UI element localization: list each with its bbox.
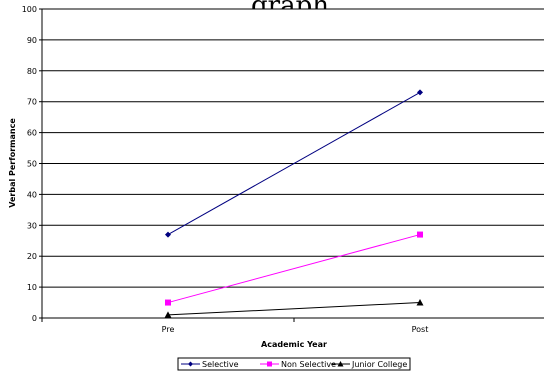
y-tick-label: 100 <box>22 5 37 14</box>
data-point <box>165 231 171 238</box>
data-point <box>165 299 171 306</box>
y-tick-label: 90 <box>27 36 37 45</box>
y-axis-title: Verbal Performance <box>8 118 17 208</box>
data-point <box>337 361 344 367</box>
x-tick-label: Post <box>412 325 429 334</box>
y-tick-label: 30 <box>27 221 37 230</box>
legend-box <box>177 357 411 371</box>
y-tick-label: 10 <box>27 283 37 292</box>
data-point <box>267 361 272 367</box>
y-tick-label: 20 <box>27 252 37 261</box>
y-tick-label: 0 <box>32 314 37 323</box>
y-tick-label: 80 <box>27 67 37 76</box>
data-point <box>417 89 423 96</box>
legend-label: Junior College <box>351 360 407 369</box>
y-axis-ticks: 0 10 20 30 40 50 60 70 80 90 100 <box>22 5 42 323</box>
legend: Selective Non Selective Junior College <box>177 357 411 371</box>
y-tick-label: 50 <box>27 160 37 169</box>
series-junior-college <box>164 299 424 318</box>
x-axis-ticks: Pre Post <box>41 318 429 334</box>
data-point <box>416 299 424 306</box>
y-tick-label: 70 <box>27 98 37 107</box>
data-point <box>164 311 172 318</box>
series-selective <box>165 89 423 238</box>
y-tick-label: 60 <box>27 129 37 138</box>
series-line <box>167 91 421 236</box>
series-line <box>167 234 421 304</box>
data-point <box>417 231 423 238</box>
series-group <box>164 89 424 318</box>
x-tick-label: Pre <box>162 325 175 334</box>
x-axis-title: Academic Year <box>261 340 327 349</box>
y-tick-label: 40 <box>27 190 37 199</box>
gridlines <box>42 8 544 288</box>
series-non-selective <box>165 231 423 306</box>
legend-label: Non Selective <box>281 360 336 369</box>
legend-label: Selective <box>202 360 239 369</box>
series-line <box>167 302 421 316</box>
data-point <box>188 361 193 367</box>
